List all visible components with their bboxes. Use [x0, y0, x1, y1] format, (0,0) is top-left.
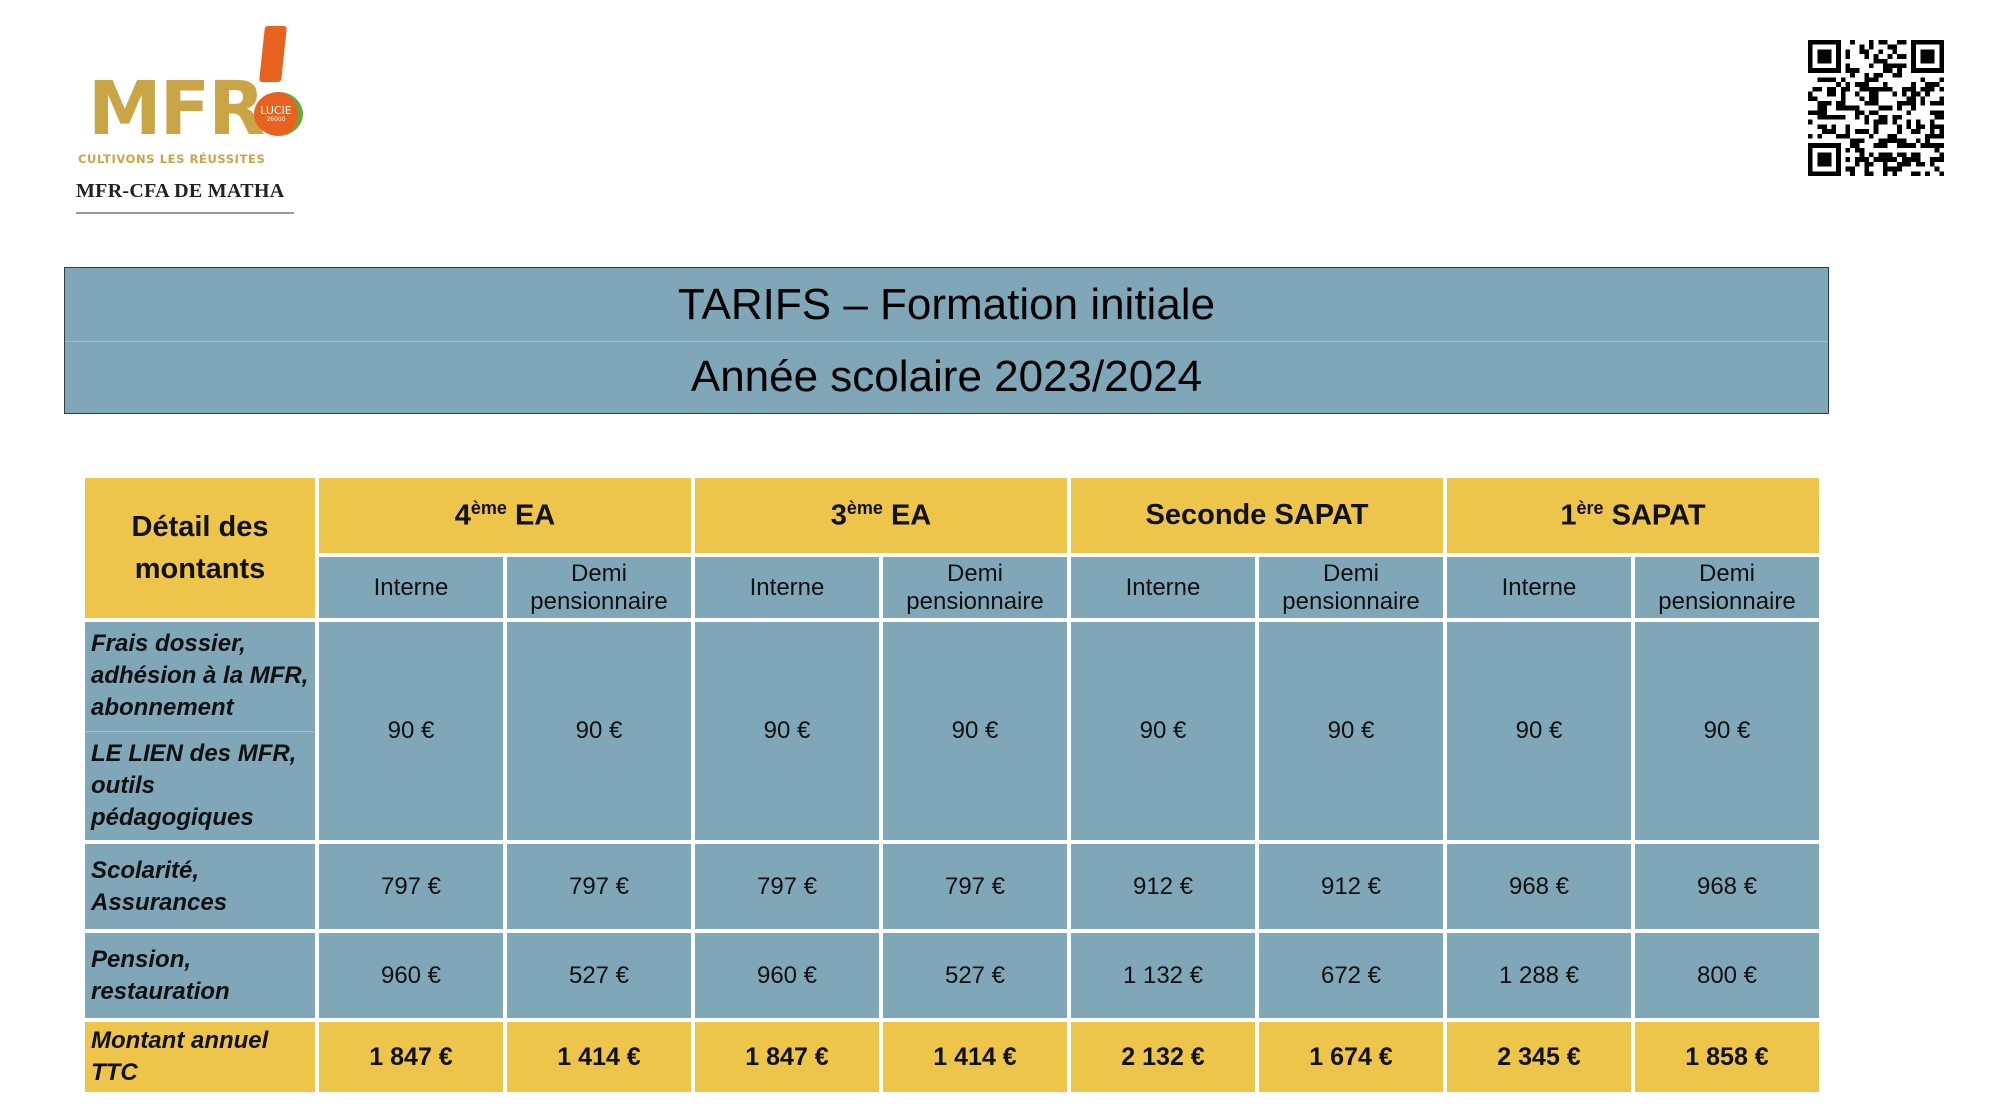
subheader-cell: Interne [1447, 557, 1631, 618]
table-cell: 912 € [1259, 844, 1443, 929]
subheader-cell: Interne [695, 557, 879, 618]
table-cell: 90 € [507, 622, 691, 840]
table-cell: 90 € [883, 622, 1067, 840]
group-num: 4 [454, 499, 471, 532]
total-cell: 1 858 € [1635, 1022, 1819, 1092]
mfr-logo: MFR LUCIE 26000 CULTIVONS LES RÉUSSITES … [74, 24, 310, 214]
table-cell: 1 288 € [1447, 933, 1631, 1018]
total-cell: 2 345 € [1447, 1022, 1631, 1092]
page-subtitle: Année scolaire 2023/2024 [690, 352, 1203, 401]
group-rest: EA [506, 499, 556, 532]
total-cell: 1 414 € [507, 1022, 691, 1092]
logo-tagline: CULTIVONS LES RÉUSSITES [78, 152, 266, 166]
table-cell: 90 € [1259, 622, 1443, 840]
label-divider [85, 730, 315, 732]
table-cell: 968 € [1635, 844, 1819, 929]
subheader-row: Interne Demi pensionnaire Interne Demi p… [85, 557, 1819, 618]
subheader-cell: Demi pensionnaire [1259, 557, 1443, 618]
subheader-cell: Demi pensionnaire [1635, 557, 1819, 618]
row-label-part: Frais dossier, adhésion à la MFR, abonne… [91, 630, 309, 722]
table-cell: 90 € [695, 622, 879, 840]
logo-underline [76, 212, 294, 214]
table-row: Scolarité, Assurances 797 € 797 € 797 € … [85, 844, 1819, 929]
badge-text: LUCIE [260, 103, 292, 117]
group-header-1ere-sapat: 1ère SAPAT [1447, 478, 1819, 554]
total-row: Montant annuel TTC 1 847 € 1 414 € 1 847… [85, 1022, 1819, 1092]
table-cell: 960 € [319, 933, 503, 1018]
group-num: 1 [1560, 499, 1577, 532]
title-banner: TARIFS – Formation initiale Année scolai… [64, 267, 1829, 414]
total-cell: 1 847 € [319, 1022, 503, 1092]
table-cell: 90 € [1071, 622, 1255, 840]
table-cell: 800 € [1635, 933, 1819, 1018]
table-cell: 672 € [1259, 933, 1443, 1018]
table-cell: 797 € [883, 844, 1067, 929]
logo-brand: MFR [88, 66, 265, 152]
row-label-frais: Frais dossier, adhésion à la MFR, abonne… [85, 622, 315, 840]
table-cell: 90 € [1635, 622, 1819, 840]
header-row: Détail des montants 4ème EA 3ème EA Seco… [85, 478, 1819, 618]
table-cell: 797 € [695, 844, 879, 929]
table-row: Pension, restauration 960 € 527 € 960 € … [85, 933, 1819, 1018]
subheader-cell: Demi pensionnaire [883, 557, 1067, 618]
group-rest: SAPAT [1603, 499, 1706, 532]
row-label-part: LE LIEN des MFR, outils pédagogiques [91, 739, 297, 831]
qr-code-icon [1808, 40, 1944, 176]
table-cell: 90 € [319, 622, 503, 840]
group-header-4eme-ea: 4ème EA [319, 478, 691, 554]
table-cell: 527 € [507, 933, 691, 1018]
table-cell: 968 € [1447, 844, 1631, 929]
row-label-pension: Pension, restauration [85, 933, 315, 1018]
corner-header-line2: montants [134, 553, 266, 585]
table-cell: 1 132 € [1071, 933, 1255, 1018]
group-rest: EA [882, 499, 932, 532]
group-num: Seconde SAPAT [1145, 499, 1369, 532]
table-cell: 960 € [695, 933, 879, 1018]
table-row: Frais dossier, adhésion à la MFR, abonne… [85, 622, 1819, 840]
corner-header-line1: Détail des [131, 510, 269, 543]
group-sup: ère [1576, 498, 1604, 519]
site-name: MFR-CFA DE MATHA [76, 180, 285, 202]
total-cell: 2 132 € [1071, 1022, 1255, 1092]
table-cell: 797 € [507, 844, 691, 929]
total-cell: 1 674 € [1259, 1022, 1443, 1092]
lucie-badge-icon: LUCIE 26000 [254, 92, 303, 136]
table-cell: 90 € [1447, 622, 1631, 840]
group-header-3eme-ea: 3ème EA [695, 478, 1067, 554]
group-sup: ème [470, 498, 507, 519]
table-cell: 527 € [883, 933, 1067, 1018]
group-sup: ème [846, 498, 883, 519]
row-label-total: Montant annuel TTC [85, 1022, 315, 1092]
title-divider [65, 341, 1828, 342]
table-cell: 797 € [319, 844, 503, 929]
row-label-scolarite: Scolarité, Assurances [85, 844, 315, 929]
tariff-table: Détail des montants 4ème EA 3ème EA Seco… [81, 474, 1823, 1096]
total-cell: 1 847 € [695, 1022, 879, 1092]
exclamation-mark-icon [259, 26, 287, 82]
page-title: TARIFS – Formation initiale [677, 280, 1216, 329]
table-cell: 912 € [1071, 844, 1255, 929]
corner-header: Détail des montants [85, 478, 315, 618]
group-num: 3 [830, 499, 847, 532]
subheader-cell: Interne [1071, 557, 1255, 618]
badge-number: 26000 [266, 115, 286, 123]
group-header-seconde-sapat: Seconde SAPAT [1071, 478, 1443, 554]
subheader-cell: Demi pensionnaire [507, 557, 691, 618]
subheader-cell: Interne [319, 557, 503, 618]
total-cell: 1 414 € [883, 1022, 1067, 1092]
